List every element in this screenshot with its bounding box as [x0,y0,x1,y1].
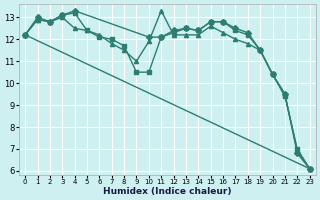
X-axis label: Humidex (Indice chaleur): Humidex (Indice chaleur) [103,187,232,196]
